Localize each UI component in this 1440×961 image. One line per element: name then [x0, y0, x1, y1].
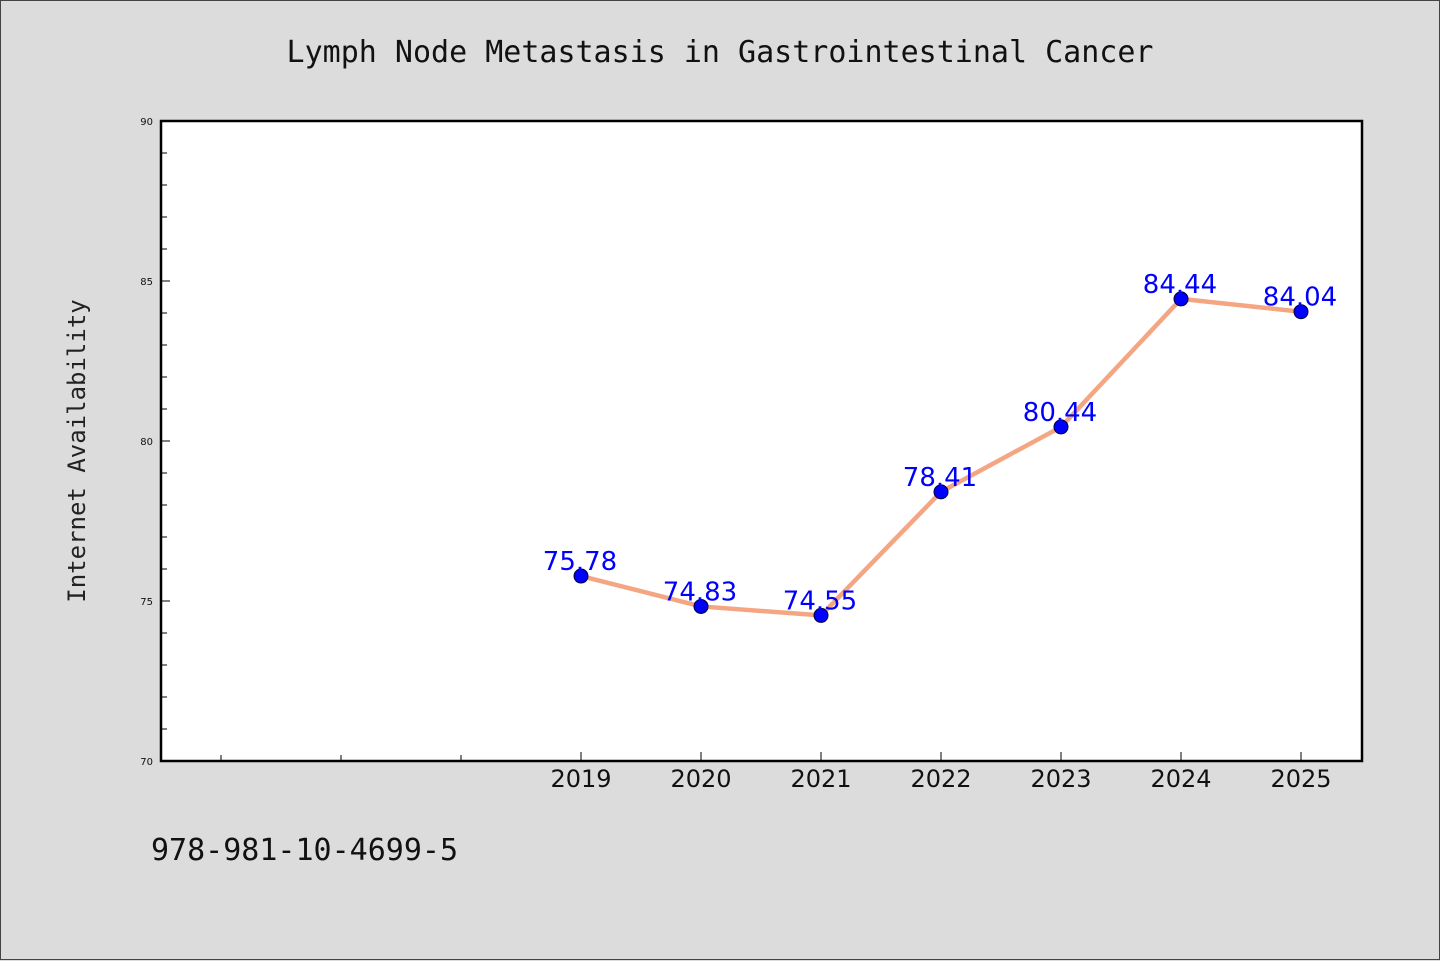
- y-tick-label: 80: [140, 437, 153, 448]
- x-tick-label: 2021: [790, 765, 851, 793]
- data-point: [1053, 419, 1069, 435]
- x-tick-label: 2023: [1030, 765, 1091, 793]
- x-tick-label: 2024: [1150, 765, 1211, 793]
- data-label: 74.55: [783, 586, 857, 616]
- data-label: 75.78: [543, 547, 617, 577]
- data-label: 84.44: [1143, 270, 1217, 300]
- y-tick-label: 85: [140, 277, 153, 288]
- chart-title: Lymph Node Metastasis in Gastrointestina…: [286, 35, 1154, 70]
- x-tick-label: 2022: [910, 765, 971, 793]
- data-label: 80.44: [1023, 398, 1097, 428]
- data-point: [573, 568, 589, 584]
- y-tick-label: 70: [140, 757, 153, 768]
- data-point: [693, 598, 709, 614]
- footer-isbn: 978-981-10-4699-5: [151, 833, 459, 868]
- data-point: [1293, 304, 1309, 320]
- data-point: [1173, 291, 1189, 307]
- data-label: 74.83: [663, 577, 737, 607]
- data-label: 84.04: [1263, 283, 1337, 313]
- x-tick-label: 2019: [550, 765, 611, 793]
- data-point: [813, 607, 829, 623]
- x-tick-label: 2025: [1270, 765, 1331, 793]
- plot-area: [159, 119, 1364, 763]
- x-tick-label: 2020: [670, 765, 731, 793]
- data-label: 78.41: [903, 463, 977, 493]
- y-tick-label: 75: [140, 597, 153, 608]
- data-point: [933, 484, 949, 500]
- y-tick-label: 90: [140, 117, 153, 128]
